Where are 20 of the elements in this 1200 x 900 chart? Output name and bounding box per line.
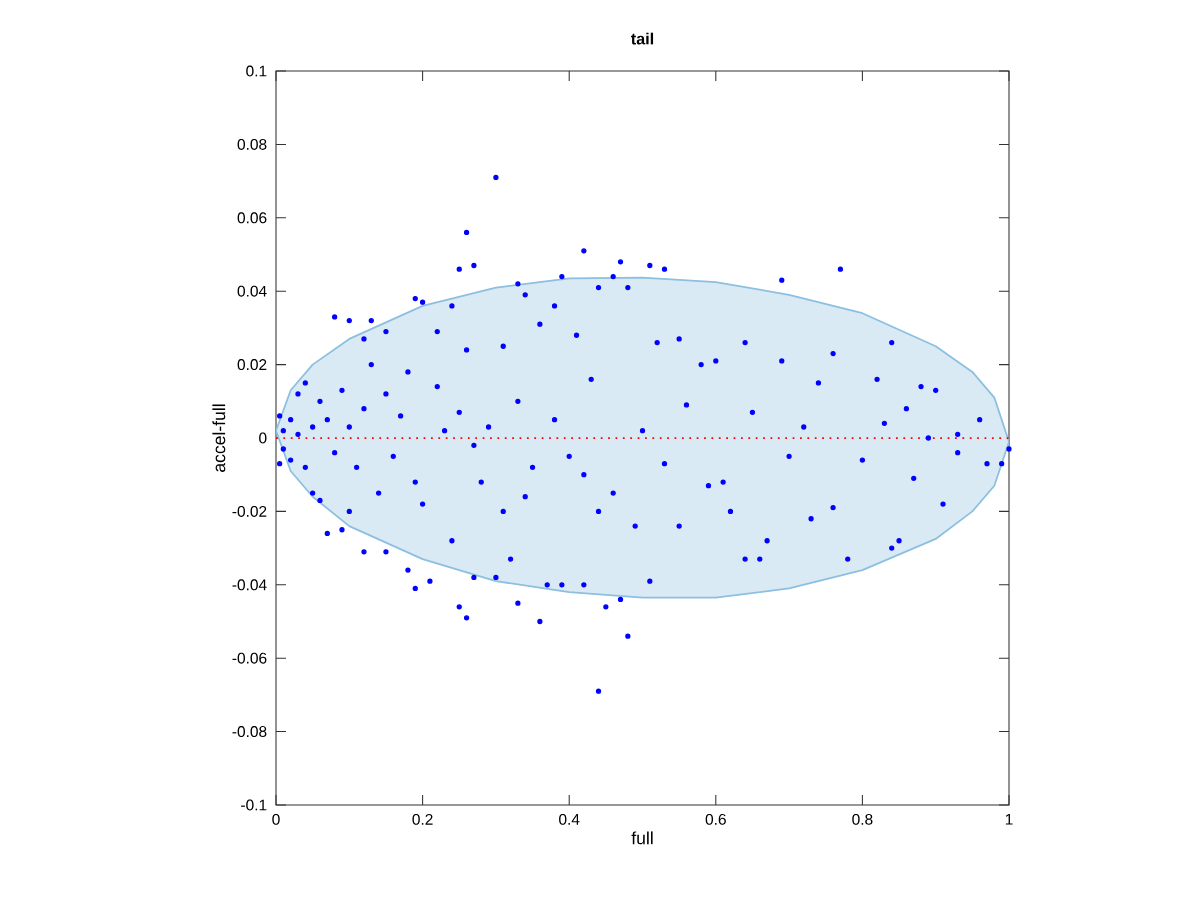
y-tick-label: 0.04 — [237, 285, 267, 297]
chart-title: tail — [631, 32, 654, 45]
x-tick-label: 0.2 — [412, 813, 433, 825]
y-tick-label: 0.1 — [246, 65, 267, 77]
y-tick-label: 0.02 — [237, 359, 267, 371]
y-tick-label: 0.08 — [237, 138, 267, 150]
x-axis-title: full — [631, 831, 653, 845]
x-tick-label: 1 — [1005, 813, 1013, 825]
x-tick-label: 0 — [272, 813, 280, 825]
y-tick-label: -0.02 — [232, 505, 267, 517]
y-tick-label: -0.1 — [241, 799, 267, 811]
y-tick-label: -0.06 — [232, 652, 267, 664]
x-tick-label: 0.6 — [705, 813, 726, 825]
x-tick-label: 0.4 — [559, 813, 580, 825]
y-tick-label: -0.04 — [232, 579, 267, 591]
y-tick-label: -0.08 — [232, 726, 267, 738]
y-axis-title: accel-full — [212, 404, 226, 472]
y-tick-label: 0.06 — [237, 212, 267, 224]
y-tick-label: 0 — [259, 432, 267, 444]
x-tick-label: 0.8 — [852, 813, 873, 825]
